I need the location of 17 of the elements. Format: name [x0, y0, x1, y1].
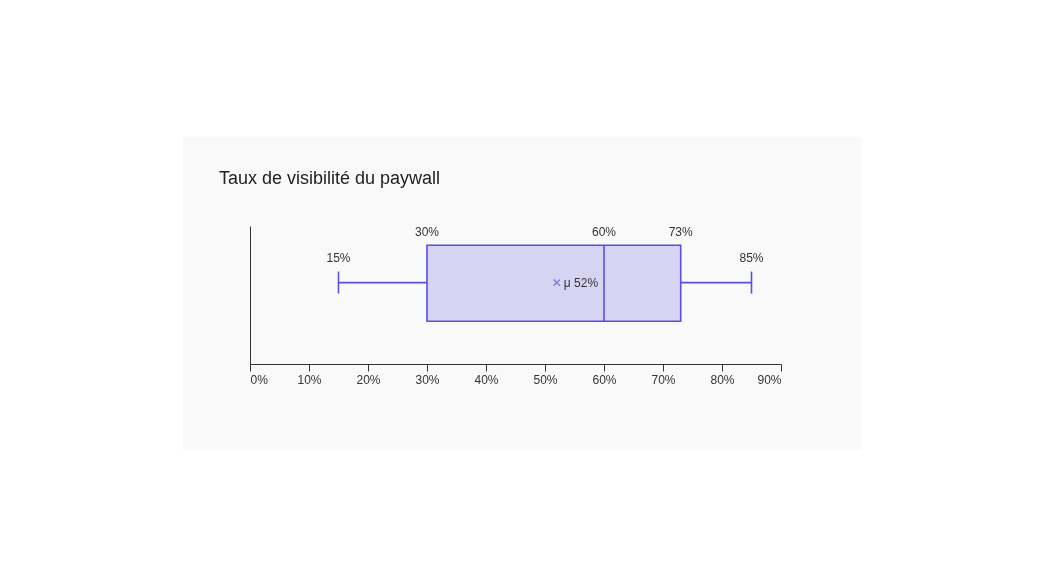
x-tick-label: 70% — [651, 372, 676, 387]
annotation: 73% — [668, 224, 694, 239]
annotation: μ 52% — [563, 275, 599, 290]
annotation: 85% — [739, 250, 764, 265]
annotation: 60% — [591, 224, 617, 239]
annotation: 30% — [414, 224, 440, 239]
x-tick-label: 20% — [356, 372, 381, 387]
x-tick-label: 30% — [415, 372, 440, 387]
annotation: 15% — [326, 250, 351, 265]
x-tick-label: 10% — [297, 372, 322, 387]
x-tick-label: 50% — [533, 372, 558, 387]
x-tick-label: 60% — [592, 372, 617, 387]
x-tick-label: 40% — [474, 372, 499, 387]
x-tick-label: 80% — [710, 372, 735, 387]
chart-title: Taux de visibilité du paywall — [219, 167, 441, 188]
x-tick-label: 0% — [250, 372, 269, 387]
x-tick-label: 90% — [757, 372, 782, 387]
